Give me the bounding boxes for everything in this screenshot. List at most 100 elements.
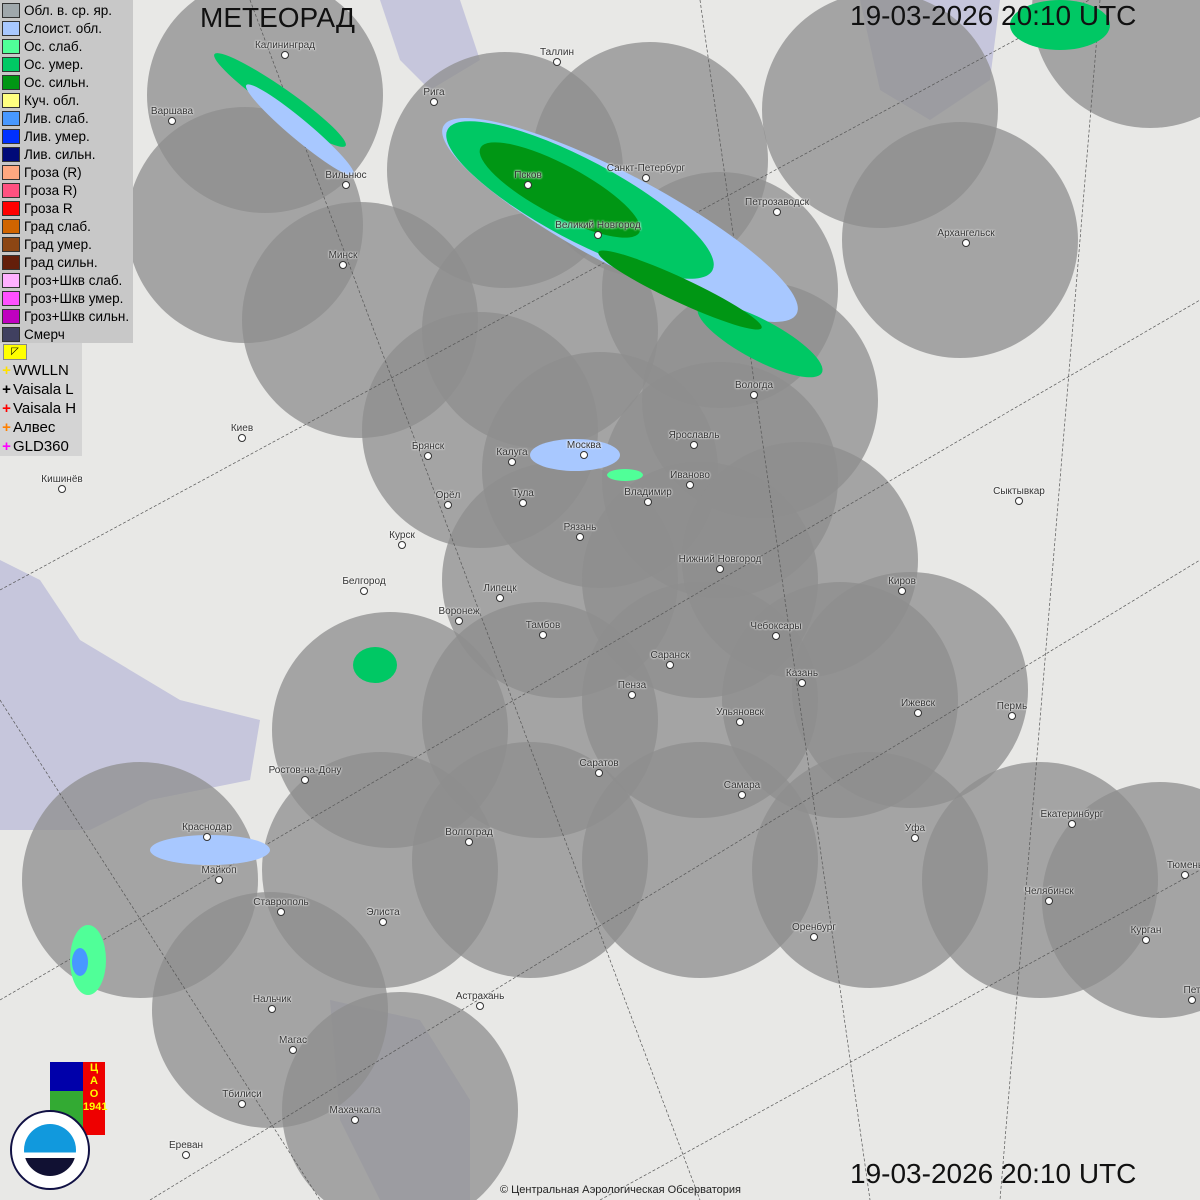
legend-item: Смерч xyxy=(0,325,133,343)
legend-item: Гроза R) xyxy=(0,181,133,199)
city-marker xyxy=(215,876,223,884)
city-label: Киев xyxy=(230,423,254,434)
city-label: Орёл xyxy=(435,490,461,501)
city-label: Астрахань xyxy=(455,991,505,1002)
city-label: Москва xyxy=(566,440,602,451)
radar-circle xyxy=(282,992,518,1200)
legend-label: Гроза (R) xyxy=(24,164,82,180)
city-marker xyxy=(268,1005,276,1013)
city-label: Ижевск xyxy=(900,698,936,709)
city-marker xyxy=(628,691,636,699)
legend-item: Гроз+Шкв умер. xyxy=(0,289,133,307)
legend-item: Ос. сильн. xyxy=(0,73,133,91)
legend-label: Гроз+Шкв слаб. xyxy=(24,272,123,288)
legend-label: Смерч xyxy=(24,326,65,342)
city-marker xyxy=(690,441,698,449)
legend-label: Гроз+Шкв сильн. xyxy=(24,308,130,324)
city-label: Элиста xyxy=(366,907,400,918)
legend-item: Обл. в. ср. яр. xyxy=(0,1,133,19)
city-marker xyxy=(289,1046,297,1054)
city-marker xyxy=(539,631,547,639)
city-label: Петрозаводск xyxy=(745,197,809,208)
lightning-source-item[interactable]: + Алвес xyxy=(0,418,82,437)
city-marker xyxy=(281,51,289,59)
radar-circle xyxy=(1042,782,1200,1018)
city-label: Белгород xyxy=(342,576,386,587)
city-label: Пермь xyxy=(996,701,1028,712)
city-label: Сыктывкар xyxy=(993,486,1045,497)
city-label: Рязань xyxy=(563,522,597,533)
city-label: Оренбург xyxy=(791,922,837,933)
city-marker xyxy=(379,918,387,926)
lightning-source-label: Vaisala L xyxy=(13,381,74,398)
app-title: МЕТЕОРАД xyxy=(200,2,355,33)
city-label: Чебоксары xyxy=(750,621,802,632)
legend-label: Гроза R xyxy=(24,200,73,216)
legend-swatch xyxy=(2,20,20,36)
city-marker xyxy=(1015,497,1023,505)
city-label: Вильнюс xyxy=(325,170,367,181)
legend-label: Град умер. xyxy=(24,236,92,252)
city-marker xyxy=(595,769,603,777)
city-label: Майкоп xyxy=(201,865,237,876)
timestamp-bottom: 19-03-2026 20:10 UTC xyxy=(850,1158,1137,1189)
city-marker xyxy=(914,709,922,717)
lightning-source-label: Алвес xyxy=(13,419,56,436)
city-marker xyxy=(594,231,602,239)
legend-swatch xyxy=(2,182,20,198)
legend-swatch xyxy=(2,110,20,126)
city-marker xyxy=(798,679,806,687)
radar-circle xyxy=(412,742,648,978)
city-label: Курск xyxy=(389,530,415,541)
radar-circle xyxy=(752,752,988,988)
city-label: Калининград xyxy=(254,40,316,51)
city-marker xyxy=(444,501,452,509)
legend-swatch xyxy=(2,290,20,306)
lightning-source-item[interactable]: + WWLLN xyxy=(0,361,82,380)
city-label: Саратов xyxy=(579,758,619,769)
legend-swatch xyxy=(2,38,20,54)
city-marker xyxy=(553,58,561,66)
legend-label: Ос. сильн. xyxy=(24,74,90,90)
city-label: Саранск xyxy=(650,650,690,661)
lightning-source-item[interactable]: + Vaisala H xyxy=(0,399,82,418)
city-label: Самара xyxy=(723,780,761,791)
city-marker xyxy=(1068,820,1076,828)
city-marker xyxy=(911,834,919,842)
legend-item: Куч. обл. xyxy=(0,91,133,109)
roshydromet-logo xyxy=(10,1110,90,1190)
city-label: Тюмень xyxy=(1166,860,1200,871)
legend-label: Гроза R) xyxy=(24,182,78,198)
lightning-legend: ◸ + WWLLN + Vaisala L + Vaisala H + Алвес + GLD36… xyxy=(0,343,82,456)
city-marker xyxy=(580,451,588,459)
legend-swatch xyxy=(2,128,20,144)
city-label: Архангельск xyxy=(937,228,995,239)
city-label: Вологда xyxy=(734,380,774,391)
flag-icon[interactable]: ◸ xyxy=(3,344,27,360)
city-label: Екатеринбург xyxy=(1040,809,1104,820)
legend-item: Град умер. xyxy=(0,235,133,253)
city-marker xyxy=(430,98,438,106)
legend-label: Град слаб. xyxy=(24,218,91,234)
legend-swatch xyxy=(2,236,20,252)
lightning-source-item[interactable]: + Vaisala L xyxy=(0,380,82,399)
city-marker xyxy=(716,565,724,573)
city-marker xyxy=(339,261,347,269)
city-marker xyxy=(424,452,432,460)
city-label: Иваново xyxy=(670,470,710,481)
city-marker xyxy=(1045,897,1053,905)
city-marker xyxy=(1008,712,1016,720)
legend-item: Ос. слаб. xyxy=(0,37,133,55)
city-marker xyxy=(1142,936,1150,944)
city-label: Нижний Новгород xyxy=(678,554,762,565)
legend-label: Лив. слаб. xyxy=(24,110,89,126)
city-marker xyxy=(301,776,309,784)
legend-label: Куч. обл. xyxy=(24,92,80,108)
legend-swatch xyxy=(2,92,20,108)
city-label: Тула xyxy=(512,488,534,499)
city-label: Ульяновск xyxy=(716,707,764,718)
city-marker xyxy=(773,208,781,216)
lightning-source-item[interactable]: + GLD360 xyxy=(0,437,82,456)
